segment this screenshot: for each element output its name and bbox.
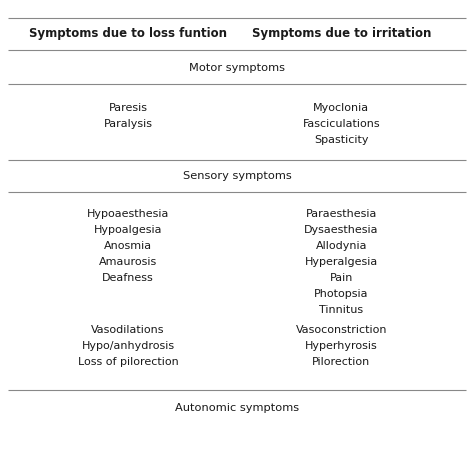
Text: Hyperalgesia: Hyperalgesia [305,257,378,267]
Text: Paralysis: Paralysis [103,119,153,129]
Text: Hypoalgesia: Hypoalgesia [94,225,162,235]
Text: Pilorection: Pilorection [312,357,370,367]
Text: Paraesthesia: Paraesthesia [306,209,377,219]
Text: Vasodilations: Vasodilations [91,325,165,335]
Text: Anosmia: Anosmia [104,241,152,251]
Text: Spasticity: Spasticity [314,135,368,145]
Text: Symptoms due to irritation: Symptoms due to irritation [252,27,431,39]
Text: Loss of pilorection: Loss of pilorection [78,357,178,367]
Text: Hypoaesthesia: Hypoaesthesia [87,209,169,219]
Text: Deafness: Deafness [102,273,154,283]
Text: Hyperhyrosis: Hyperhyrosis [305,341,378,351]
Text: Hypo/anhydrosis: Hypo/anhydrosis [82,341,174,351]
Text: Myoclonia: Myoclonia [313,103,369,113]
Text: Symptoms due to loss funtion: Symptoms due to loss funtion [29,27,227,39]
Text: Allodynia: Allodynia [316,241,367,251]
Text: Autonomic symptoms: Autonomic symptoms [175,403,299,413]
Text: Tinnitus: Tinnitus [319,305,364,315]
Text: Vasoconstriction: Vasoconstriction [295,325,387,335]
Text: Pain: Pain [329,273,353,283]
Text: Paresis: Paresis [109,103,147,113]
Text: Dysaesthesia: Dysaesthesia [304,225,379,235]
Text: Photopsia: Photopsia [314,289,368,299]
Text: Motor symptoms: Motor symptoms [189,63,285,73]
Text: Sensory symptoms: Sensory symptoms [182,171,292,181]
Text: Amaurosis: Amaurosis [99,257,157,267]
Text: Fasciculations: Fasciculations [302,119,380,129]
